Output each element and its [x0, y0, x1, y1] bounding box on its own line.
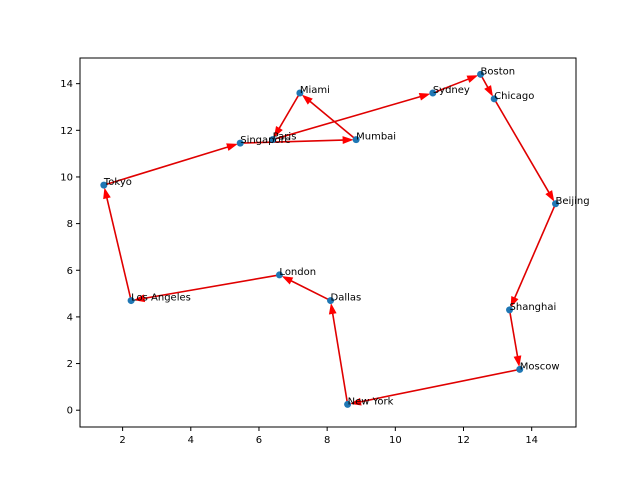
arrow-head: [103, 187, 111, 200]
route-line: [103, 146, 229, 186]
y-tick-label: 8: [67, 219, 73, 230]
city-point: [296, 89, 304, 97]
city-label: Beijing: [556, 196, 590, 207]
route-line: [513, 203, 557, 299]
arrow-head: [342, 136, 354, 144]
route-line: [360, 368, 520, 403]
y-tick-label: 0: [67, 406, 73, 417]
city-point: [516, 365, 524, 373]
city-label: London: [279, 267, 316, 278]
route-arrow: [510, 203, 557, 308]
x-tick-label: 12: [457, 435, 470, 446]
route-arrow: [432, 75, 479, 94]
arrow-head: [133, 294, 146, 303]
arrow-head: [273, 126, 283, 138]
city-point: [490, 95, 498, 103]
x-tick-label: 10: [389, 435, 402, 446]
route-line: [106, 197, 132, 301]
route-line: [493, 98, 550, 193]
arrow-head: [350, 397, 362, 406]
x-tick-label: 2: [119, 435, 125, 446]
axis-ticks: 2 4 6 8 10 12 14 0 2 4 6 8 10 12 14: [60, 79, 538, 446]
city-point: [429, 89, 437, 97]
route-line: [278, 92, 301, 129]
y-tick-label: 4: [67, 312, 73, 323]
city-label: Chicago: [494, 91, 534, 102]
x-tick-label: 14: [525, 435, 538, 446]
x-tick-label: 8: [324, 435, 330, 446]
route-line: [240, 139, 344, 144]
arrow-head: [226, 143, 238, 151]
arrow-head: [513, 355, 522, 367]
route-arrow: [133, 274, 280, 303]
city-point: [269, 136, 277, 144]
x-tick-label: 4: [188, 435, 194, 446]
arrow-head: [466, 75, 479, 83]
route-arrow: [508, 309, 522, 367]
city-label: Dallas: [331, 293, 362, 304]
y-tick-label: 10: [60, 172, 73, 183]
route-arrow: [272, 93, 431, 141]
city-label: Shanghai: [510, 302, 557, 313]
arrow-head: [281, 276, 294, 285]
city-label: Sydney: [433, 85, 470, 96]
route-arrow: [479, 73, 493, 97]
city-point: [477, 70, 485, 78]
route-arrow: [328, 303, 349, 405]
arrow-head: [301, 94, 313, 105]
city-label: New York: [348, 396, 394, 407]
city-label: Miami: [300, 85, 330, 96]
route-line: [508, 309, 519, 357]
arrow-head: [545, 190, 555, 202]
route-line: [309, 100, 357, 141]
arrow-head: [484, 85, 493, 97]
route-line: [143, 274, 280, 300]
route-line: [290, 280, 331, 302]
city-label: Mumbai: [356, 132, 396, 143]
city-label: Los Angeles: [131, 293, 191, 304]
route-arrows: [103, 73, 557, 406]
route-arrow: [273, 92, 301, 138]
route-arrow: [493, 98, 555, 202]
route-line: [432, 78, 469, 94]
city-point: [127, 297, 135, 305]
city-label: Singapore: [240, 135, 290, 146]
city-point: [552, 200, 560, 208]
city-label: Paris: [273, 132, 297, 143]
city-point: [236, 139, 244, 147]
y-tick-label: 12: [60, 126, 73, 137]
city-label: Tokyo: [103, 177, 132, 188]
y-tick-label: 14: [60, 79, 73, 90]
route-arrow: [240, 136, 354, 144]
y-tick-label: 2: [67, 359, 73, 370]
city-labels: New York Dallas London Los Angeles Tokyo Sing…: [103, 66, 590, 407]
x-tick-label: 6: [256, 435, 262, 446]
city-point: [352, 136, 360, 144]
route-line: [272, 95, 421, 141]
city-point: [327, 297, 335, 305]
city-label: Moscow: [520, 361, 560, 372]
route-arrow: [350, 368, 520, 406]
y-tick-label: 6: [67, 266, 73, 277]
city-point: [100, 181, 108, 189]
city-label: Boston: [481, 66, 516, 77]
route-arrow: [103, 187, 132, 301]
arrow-head: [510, 295, 519, 308]
route-arrow: [301, 94, 357, 141]
arrow-head: [328, 303, 337, 315]
plot-frame: [79, 57, 577, 428]
route-line: [331, 313, 349, 405]
route-arrow: [103, 143, 238, 186]
city-points: [100, 70, 560, 408]
city-point: [344, 400, 352, 408]
city-point: [275, 271, 283, 279]
route-arrow: [281, 276, 331, 302]
arrow-head: [418, 93, 431, 101]
city-point: [506, 306, 514, 314]
